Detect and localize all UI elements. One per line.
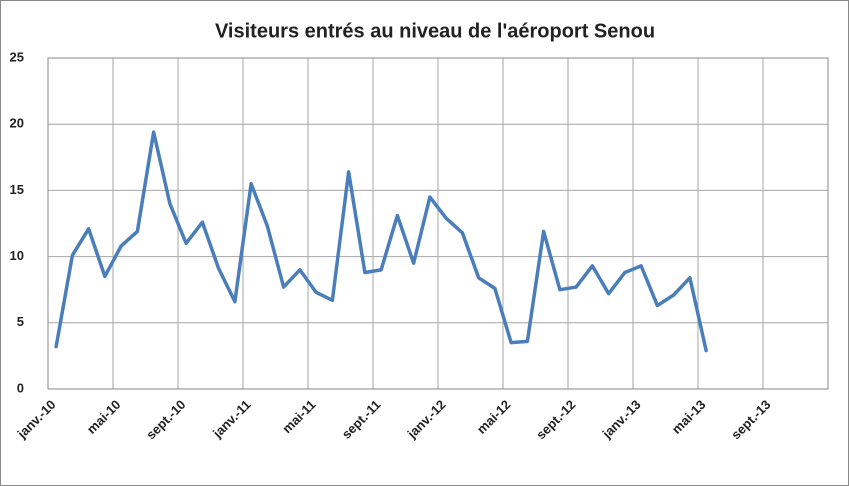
data-line [54,130,708,353]
y-tick-label: 5 [17,314,24,329]
y-tick-label: 0 [17,380,24,395]
plot-frame [47,57,829,390]
y-tick-label: 20 [10,116,24,131]
y-tick-label: 10 [10,248,24,263]
chart-title: Visiteurs entrés au niveau de l'aéroport… [215,20,655,42]
y-tick-label: 25 [10,49,24,64]
y-tick-label: 15 [10,182,24,197]
